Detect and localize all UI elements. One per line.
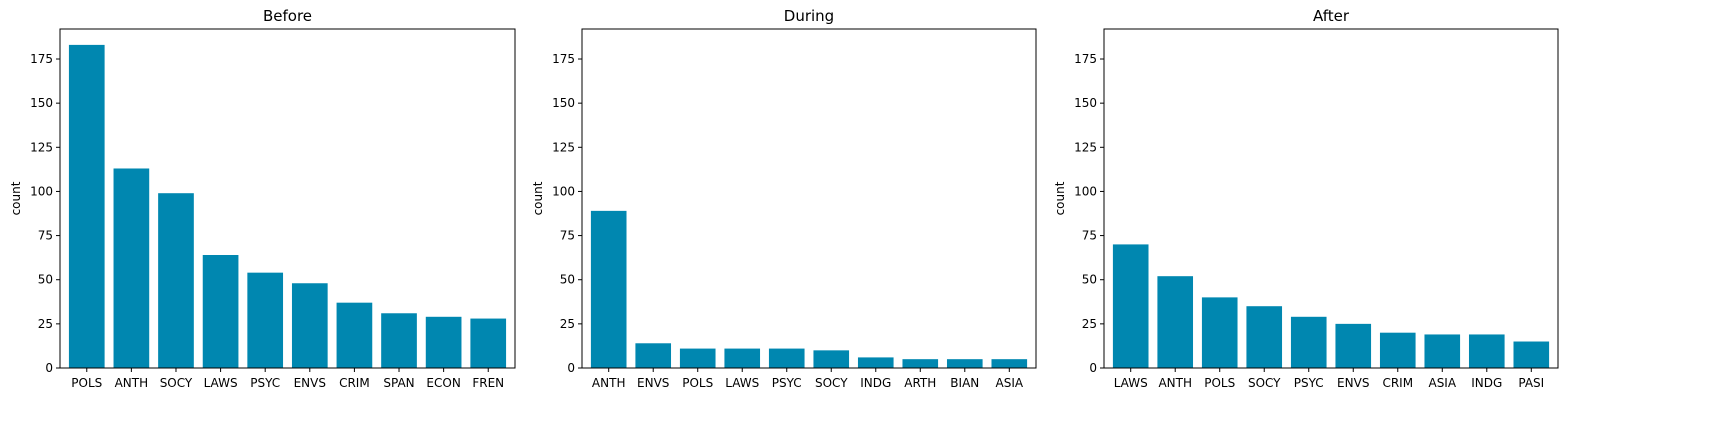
bar-envs	[1335, 323, 1372, 368]
bar-crim	[1379, 332, 1416, 368]
bar-pols	[1201, 297, 1238, 368]
axes-frame	[1103, 28, 1559, 369]
x-tick-label: ARTH	[904, 376, 936, 390]
y-tick-label: 75	[38, 229, 53, 243]
x-tick-label: INDG	[860, 376, 891, 390]
y-tick-label: 50	[38, 273, 53, 287]
bar-pols	[68, 44, 105, 368]
x-tick-label: ENVS	[637, 376, 669, 390]
bar-socy	[813, 350, 850, 368]
y-tick-label: 100	[552, 184, 575, 198]
x-tick-label: FREN	[472, 376, 504, 390]
y-tick-label: 125	[552, 140, 575, 154]
bar-envs	[291, 283, 328, 368]
y-axis-label: count	[1053, 181, 1067, 215]
y-tick-label: 0	[567, 361, 575, 375]
x-tick-label: PSYC	[1294, 376, 1324, 390]
y-tick-label: 125	[30, 140, 53, 154]
bar-indg	[1468, 334, 1505, 368]
x-tick-label: POLS	[1204, 376, 1235, 390]
y-tick-label: 25	[560, 317, 575, 331]
y-tick-label: 0	[45, 361, 53, 375]
x-tick-label: PSYC	[250, 376, 280, 390]
bar-psyc	[768, 348, 805, 368]
bar-pasi	[1513, 341, 1550, 368]
y-tick-label: 50	[560, 273, 575, 287]
x-tick-label: SOCY	[815, 376, 848, 390]
x-tick-label: LAWS	[204, 376, 238, 390]
y-tick-label: 125	[1074, 140, 1097, 154]
x-tick-label: ASIA	[996, 376, 1024, 390]
y-axis-label: count	[9, 181, 23, 215]
chart-title: Before	[263, 7, 312, 25]
x-tick-label: ANTH	[1158, 376, 1192, 390]
axes-frame	[581, 28, 1037, 369]
y-tick-label: 150	[30, 96, 53, 110]
chart-panel-1: ANTH ENVS POLS LAWS PSYC SOCY INDG ARTH BIAN ASIA…	[531, 7, 1037, 390]
y-tick-label: 150	[1074, 96, 1097, 110]
bar-anth	[590, 210, 627, 368]
bar-fren	[470, 318, 507, 368]
x-tick-label: PSYC	[772, 376, 802, 390]
x-tick-label: CRIM	[1382, 376, 1413, 390]
y-tick-label: 175	[30, 52, 53, 66]
x-tick-label: ENVS	[294, 376, 326, 390]
y-tick-label: 100	[30, 184, 53, 198]
y-tick-label: 100	[1074, 184, 1097, 198]
x-tick-label: ENVS	[1337, 376, 1369, 390]
bar-laws	[202, 255, 239, 368]
bar-asia	[991, 359, 1028, 368]
y-tick-label: 175	[552, 52, 575, 66]
bar-laws	[724, 348, 761, 368]
bar-pols	[679, 348, 716, 368]
bar-psyc	[247, 272, 284, 368]
bar-arth	[902, 359, 939, 368]
bar-indg	[857, 357, 894, 368]
bar-asia	[1424, 334, 1461, 368]
x-tick-label: LAWS	[725, 376, 759, 390]
x-tick-label: CRIM	[339, 376, 370, 390]
y-tick-label: 75	[1082, 229, 1097, 243]
y-tick-label: 150	[552, 96, 575, 110]
y-tick-label: 175	[1074, 52, 1097, 66]
x-tick-label: SOCY	[160, 376, 193, 390]
x-tick-label: SPAN	[383, 376, 414, 390]
chart-title: During	[784, 7, 834, 25]
x-tick-label: LAWS	[1114, 376, 1148, 390]
y-axis-label: count	[531, 181, 545, 215]
bar-anth	[113, 168, 150, 368]
bar-socy	[1246, 306, 1283, 368]
bar-econ	[425, 316, 462, 368]
chart-panel-0: POLS ANTH SOCY LAWS PSYC ENVS CRIM SPAN ECON FREN…	[9, 7, 516, 390]
chart-panel-2: LAWS ANTH POLS SOCY PSYC ENVS CRIM ASIA INDG PASI…	[1053, 7, 1559, 390]
y-tick-label: 0	[1089, 361, 1097, 375]
bar-laws	[1112, 244, 1149, 368]
bar-psyc	[1290, 316, 1327, 368]
axes-frame	[59, 28, 516, 369]
x-tick-label: ANTH	[592, 376, 626, 390]
bar-anth	[1157, 276, 1194, 368]
y-tick-label: 50	[1082, 273, 1097, 287]
y-tick-label: 25	[1082, 317, 1097, 331]
x-tick-label: INDG	[1471, 376, 1502, 390]
bar-socy	[158, 193, 194, 368]
bar-span	[381, 313, 417, 368]
y-tick-label: 75	[560, 229, 575, 243]
x-tick-label: PASI	[1518, 376, 1544, 390]
x-tick-label: SOCY	[1248, 376, 1281, 390]
x-tick-label: ECON	[426, 376, 460, 390]
bar-envs	[635, 343, 672, 368]
chart-title: After	[1313, 7, 1350, 25]
x-tick-label: BIAN	[950, 376, 979, 390]
bar-bian	[946, 359, 983, 368]
x-tick-label: POLS	[682, 376, 713, 390]
y-tick-label: 25	[38, 317, 53, 331]
x-tick-label: ASIA	[1428, 376, 1456, 390]
x-tick-label: POLS	[71, 376, 102, 390]
bar-crim	[336, 302, 373, 368]
x-tick-label: ANTH	[115, 376, 149, 390]
